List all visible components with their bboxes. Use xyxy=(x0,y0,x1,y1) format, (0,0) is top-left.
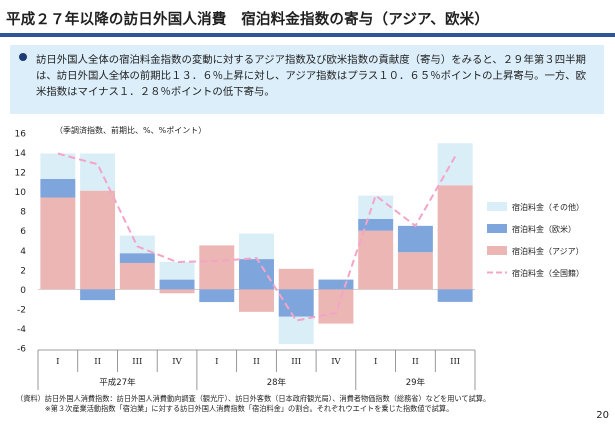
chart-total-line xyxy=(57,152,457,322)
summary-text: 訪日外国人全体の宿泊料金指数の変動に対するアジア指数及び欧米指数の貢献度（寄与）… xyxy=(36,54,587,98)
x-tick-label: I xyxy=(374,357,377,367)
bar-asia xyxy=(239,289,274,312)
x-tick-label: IV xyxy=(172,357,182,367)
bar-asia xyxy=(80,190,116,290)
bar-other xyxy=(40,153,76,179)
bar-asia xyxy=(397,252,433,290)
bar-asia xyxy=(159,289,195,294)
y-tick-label: 10 xyxy=(15,188,27,198)
bar-western xyxy=(199,289,235,303)
line-total xyxy=(57,152,457,322)
y-tick-label: -6 xyxy=(17,345,26,355)
year-group-label: 平成27年 xyxy=(99,377,136,388)
bar-other xyxy=(358,195,394,219)
title-divider xyxy=(0,33,615,37)
source-line: ※第３次産業活動指数「宿泊業」に対する訪日外国人消費指数「宿泊料金」の割合。それ… xyxy=(16,404,454,413)
y-tick-label: 2 xyxy=(20,266,26,276)
bar-western xyxy=(119,253,155,263)
year-group-label: 29年 xyxy=(406,377,426,388)
legend-label-asia: 宿泊料金（アジア） xyxy=(512,246,584,256)
y-tick-label: 16 xyxy=(15,130,27,140)
bar-western xyxy=(318,279,354,290)
legend-label-western: 宿泊料金（欧米） xyxy=(512,224,576,234)
y-tick-label: 0 xyxy=(20,286,26,296)
bar-other xyxy=(80,153,116,191)
bar-asia xyxy=(318,289,354,324)
x-tick-label: III xyxy=(450,357,460,367)
bar-western xyxy=(80,289,116,301)
y-tick-label: 14 xyxy=(15,149,27,159)
unit-note: （季調済指数、前期比、%、%ポイント） xyxy=(55,126,207,135)
y-tick-label: 4 xyxy=(20,247,26,257)
bar-asia xyxy=(40,197,76,290)
bar-western xyxy=(239,259,274,290)
bar-asia xyxy=(437,185,473,290)
summary-box: 訪日外国人全体の宿泊料金指数の変動に対するアジア指数及び欧米指数の貢献度（寄与）… xyxy=(10,45,604,114)
x-tick-label: I xyxy=(56,357,59,367)
legend-swatch-asia xyxy=(487,246,507,255)
bar-western xyxy=(159,279,195,290)
x-tick-label: III xyxy=(132,357,142,367)
bar-asia xyxy=(199,245,235,290)
bar-western xyxy=(278,289,314,317)
bar-asia xyxy=(119,262,155,290)
x-tick-label: III xyxy=(291,357,301,367)
y-tick-label: 6 xyxy=(20,227,26,237)
bar-other xyxy=(119,235,155,254)
x-tick-label: IV xyxy=(331,357,341,367)
bullet-icon xyxy=(19,53,27,61)
bar-other xyxy=(278,316,314,345)
bar-western xyxy=(358,219,394,231)
y-tick-label: -2 xyxy=(17,305,26,315)
y-tick-label: -4 xyxy=(17,325,26,335)
legend-swatch-other xyxy=(487,202,507,211)
x-tick-label: II xyxy=(253,357,260,367)
bar-asia xyxy=(358,230,394,290)
bar-western xyxy=(437,289,473,302)
bar-other xyxy=(239,233,274,260)
year-group-label: 28年 xyxy=(267,377,287,388)
legend-label-total: 宿泊料金（全国籍） xyxy=(512,268,584,278)
source-line: （資料）訪日外国人消費指数：訪日外国人消費動向調査（観光庁）、訪日外客数（日本政… xyxy=(16,394,491,403)
x-tick-label: II xyxy=(412,357,419,367)
bar-other xyxy=(159,262,195,280)
x-tick-label: I xyxy=(215,357,218,367)
y-tick-label: 12 xyxy=(15,169,26,179)
bar-western xyxy=(397,225,433,253)
x-tick-label: II xyxy=(94,357,101,367)
chart-legend: 宿泊料金（その他） 宿泊料金（欧米） 宿泊料金（アジア） 宿泊料金（全国籍） xyxy=(487,202,584,278)
y-tick-label: 8 xyxy=(20,208,26,218)
chart-bars xyxy=(40,143,473,345)
legend-swatch-western xyxy=(487,224,507,233)
page-title: 平成２７年以降の訪日外国人消費 宿泊料金指数の寄与（アジア、欧米） xyxy=(6,12,490,28)
bar-asia xyxy=(278,268,314,290)
bar-western xyxy=(40,178,76,198)
source-note: （資料）訪日外国人消費指数：訪日外国人消費動向調査（観光庁）、訪日外客数（日本政… xyxy=(16,394,490,414)
page-number: 20 xyxy=(596,410,609,421)
legend-label-other: 宿泊料金（その他） xyxy=(512,202,584,212)
